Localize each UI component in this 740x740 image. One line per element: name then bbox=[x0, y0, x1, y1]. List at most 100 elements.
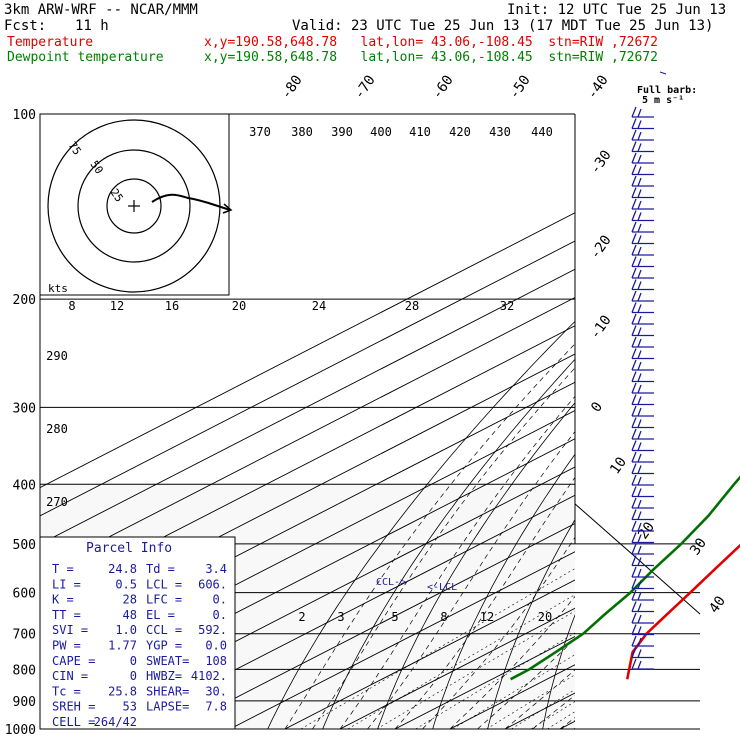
isotherm-line bbox=[40, 212, 575, 489]
parcel-info-cell: Td = bbox=[146, 562, 175, 576]
isotherm-label: -50 bbox=[506, 72, 534, 102]
dry-adiabat-line bbox=[487, 518, 575, 729]
wind-barb bbox=[631, 555, 654, 567]
wind-barb bbox=[631, 658, 654, 670]
isotherm-line bbox=[40, 268, 575, 545]
lcl-marker: <-LCL bbox=[427, 582, 457, 593]
parcel-info-cell: 7.8 bbox=[205, 700, 227, 714]
wind-barb bbox=[631, 164, 654, 176]
wind-barb bbox=[631, 118, 654, 130]
barb-legend-title: Full barb: bbox=[637, 85, 697, 96]
temperature-profile bbox=[625, 543, 740, 680]
dry-adiabat-line bbox=[322, 358, 575, 729]
wind-barb bbox=[631, 267, 654, 279]
pressure-tick-label: 1000 bbox=[5, 723, 36, 738]
mixing-ratio-line bbox=[347, 594, 575, 729]
wind-barb bbox=[631, 635, 654, 647]
wind-barb bbox=[631, 520, 654, 532]
hodograph-ring bbox=[106, 178, 162, 234]
moist-adiabat-line bbox=[339, 395, 575, 729]
parcel-info-box: Parcel Info T = 24.8 Td = 3.4 LI = 0.5 LCL = 60… bbox=[39, 536, 236, 730]
isotherm-label: -30 bbox=[587, 147, 615, 177]
theta-label: 420 bbox=[449, 125, 471, 139]
wind-barb bbox=[631, 486, 654, 498]
parcel-info-cell: 592. bbox=[198, 623, 227, 637]
dry-adiabat-line bbox=[542, 613, 575, 729]
parcel-info-cell: K = bbox=[52, 593, 74, 607]
parcel-info-cell: 0 bbox=[130, 654, 137, 668]
isotherm-label: -20 bbox=[587, 232, 615, 262]
dry-adiabat-line bbox=[267, 320, 575, 729]
parcel-info-cell: 0.5 bbox=[115, 577, 137, 591]
wind-barb bbox=[631, 612, 654, 624]
isotherm-line bbox=[40, 240, 575, 517]
theta-label: 400 bbox=[370, 125, 392, 139]
dry-adiabat-line bbox=[708, 127, 740, 740]
isotherm-label: 0 bbox=[588, 399, 606, 415]
mixing-ratio-label: 8 bbox=[68, 299, 75, 313]
parcel-info-title: Parcel Info bbox=[86, 541, 172, 556]
wind-barb bbox=[631, 302, 654, 314]
mixing-ratio-line bbox=[561, 720, 575, 729]
parcel-info-cell: 53 bbox=[123, 700, 137, 714]
dry-adiabat-line bbox=[652, 127, 740, 740]
isotherm-line bbox=[40, 325, 575, 602]
isotherm-label: 30 bbox=[687, 535, 710, 558]
mixing-ratio-label: 8 bbox=[440, 610, 447, 624]
parcel-info-cell: CCL = bbox=[146, 623, 182, 637]
wind-barb bbox=[631, 566, 654, 578]
dry-adiabat-line bbox=[377, 402, 575, 729]
theta-label: 390 bbox=[331, 125, 353, 139]
parcel-info-cell: 25.8 bbox=[108, 684, 137, 698]
wind-barb bbox=[631, 348, 654, 360]
parcel-info-cell: PW = bbox=[52, 639, 81, 653]
isotherm-line bbox=[670, 114, 740, 729]
parcel-info-cell: CELL = bbox=[52, 715, 95, 729]
theta-label: 270 bbox=[46, 495, 68, 509]
parcel-info-cell: 1.77 bbox=[108, 639, 137, 653]
hodograph-ring-label: 50 bbox=[88, 158, 106, 176]
forecast-label: Fcst: bbox=[4, 18, 47, 34]
parcel-info-cell: LAPSE= bbox=[146, 700, 189, 714]
mixing-ratio-label: 16 bbox=[165, 299, 179, 313]
isotherm-label: -70 bbox=[351, 72, 379, 102]
theta-label: 290 bbox=[46, 349, 68, 363]
wind-barb bbox=[631, 543, 654, 555]
parcel-info-cell: Tc = bbox=[52, 684, 81, 698]
moist-adiabat-line bbox=[477, 638, 575, 729]
parcel-info-cell: 28 bbox=[123, 593, 137, 607]
parcel-info-cell: 264/42 bbox=[94, 715, 137, 729]
wind-barb bbox=[631, 233, 654, 245]
mixing-ratio-label: 2 bbox=[298, 610, 305, 624]
wind-barb bbox=[631, 578, 654, 590]
dry-adiabat-line bbox=[596, 127, 740, 740]
wind-barb bbox=[631, 175, 654, 187]
wind-barb bbox=[631, 141, 654, 153]
wind-barb bbox=[631, 589, 654, 601]
isotherm-label: 40 bbox=[706, 593, 729, 616]
parcel-info-cell: 0 bbox=[130, 669, 137, 683]
parcel-info-cell: SHEAR= bbox=[146, 684, 189, 698]
parcel-info-cell: TT = bbox=[52, 608, 81, 622]
pressure-tick-label: 600 bbox=[13, 587, 36, 602]
isotherm-line bbox=[339, 607, 575, 729]
pressure-tick-label: 100 bbox=[13, 108, 36, 123]
barb-legend-unit: 5 m s⁻¹ bbox=[642, 95, 684, 106]
wind-barb bbox=[631, 428, 654, 440]
wind-barb bbox=[631, 440, 654, 452]
wind-barb bbox=[631, 106, 654, 118]
parcel-info-cell: 606. bbox=[198, 577, 227, 591]
parcel-info-cell: CAPE = bbox=[52, 654, 95, 668]
isotherm-label: -40 bbox=[584, 72, 612, 102]
parcel-info-cell: YGP = bbox=[146, 639, 182, 653]
wind-barb bbox=[631, 417, 654, 429]
mixing-ratio-label: 24 bbox=[312, 299, 326, 313]
pressure-tick-label: 200 bbox=[13, 293, 36, 308]
parcel-info-cell: 30. bbox=[205, 684, 227, 698]
isotherm-line bbox=[174, 523, 575, 729]
parcel-info-cell: T = bbox=[52, 562, 74, 576]
wind-barb bbox=[631, 405, 654, 417]
hodograph-trace bbox=[151, 193, 231, 211]
parcel-info-cell: 1.0 bbox=[115, 623, 137, 637]
